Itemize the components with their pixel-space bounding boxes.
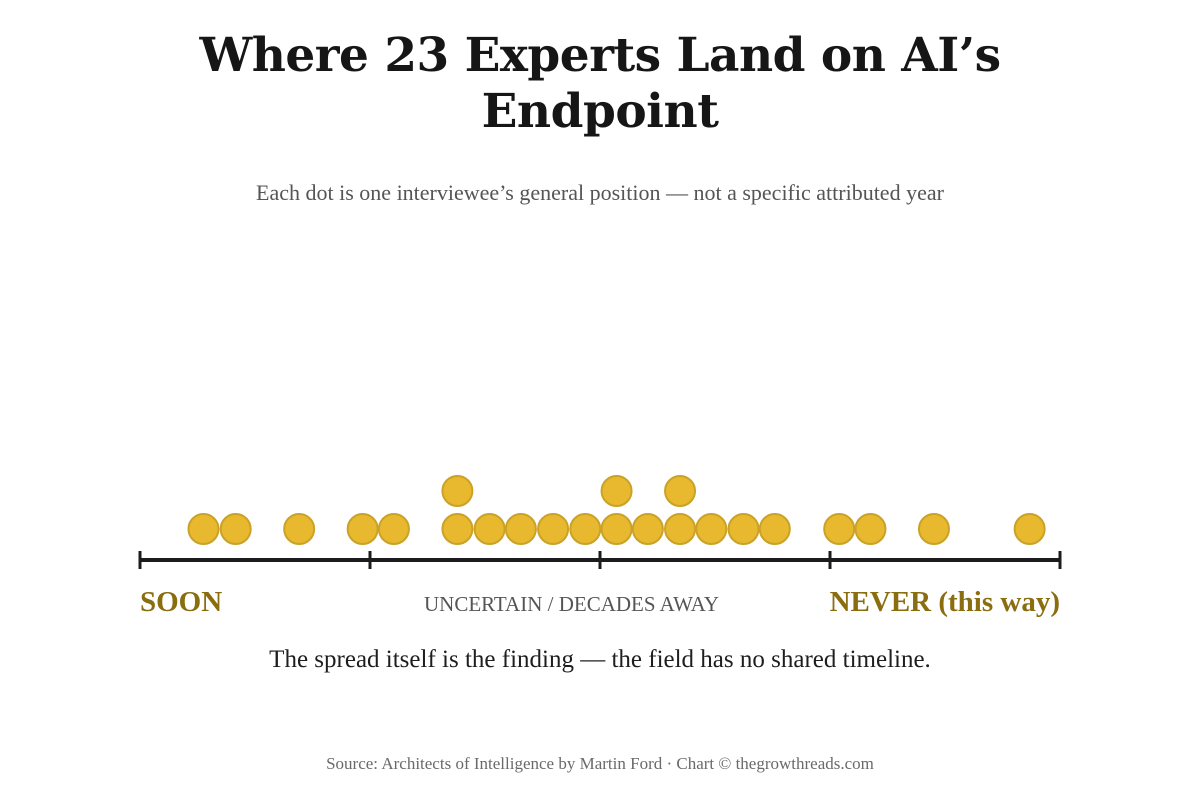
expert-dot-8 — [473, 513, 506, 545]
source-note: Source: Architects of Intelligence by Ma… — [326, 754, 874, 773]
expert-dot-11 — [569, 513, 602, 545]
chart-subtitle: Each dot is one interviewee’s general po… — [256, 180, 944, 205]
expert-dot-5 — [377, 513, 410, 545]
expert-dot-21 — [854, 513, 887, 545]
axis-label-never: NEVER (this way) — [829, 586, 1060, 618]
expert-dot-10 — [537, 513, 570, 545]
expert-dot-4 — [346, 513, 379, 545]
expert-dot-22 — [917, 513, 950, 545]
dots-group — [187, 475, 1046, 545]
finding-caption: The spread itself is the finding — the f… — [269, 646, 931, 673]
expert-dot-17 — [695, 513, 728, 545]
axis-label-uncertain: UNCERTAIN / DECADES AWAY — [424, 592, 720, 616]
expert-dot-23 — [1013, 513, 1046, 545]
axis-label-soon: SOON — [140, 586, 223, 618]
timeline-axis — [138, 551, 1062, 569]
expert-dot-15 — [664, 513, 697, 545]
expert-dot-20 — [823, 513, 856, 545]
expert-dot-6 — [441, 513, 474, 545]
expert-dot-2 — [219, 513, 252, 545]
expert-dot-19 — [758, 513, 791, 545]
chart-title: Where 23 Experts Land on AI’s Endpoint — [199, 28, 1001, 139]
expert-dot-16 — [664, 475, 697, 507]
expert-dot-9 — [504, 513, 537, 545]
expert-dot-3 — [283, 513, 316, 545]
expert-dot-18 — [727, 513, 760, 545]
expert-dot-1 — [187, 513, 220, 545]
expert-dot-14 — [631, 513, 664, 545]
expert-dot-7 — [441, 475, 474, 507]
expert-dot-13 — [600, 475, 633, 507]
expert-dot-12 — [600, 513, 633, 545]
